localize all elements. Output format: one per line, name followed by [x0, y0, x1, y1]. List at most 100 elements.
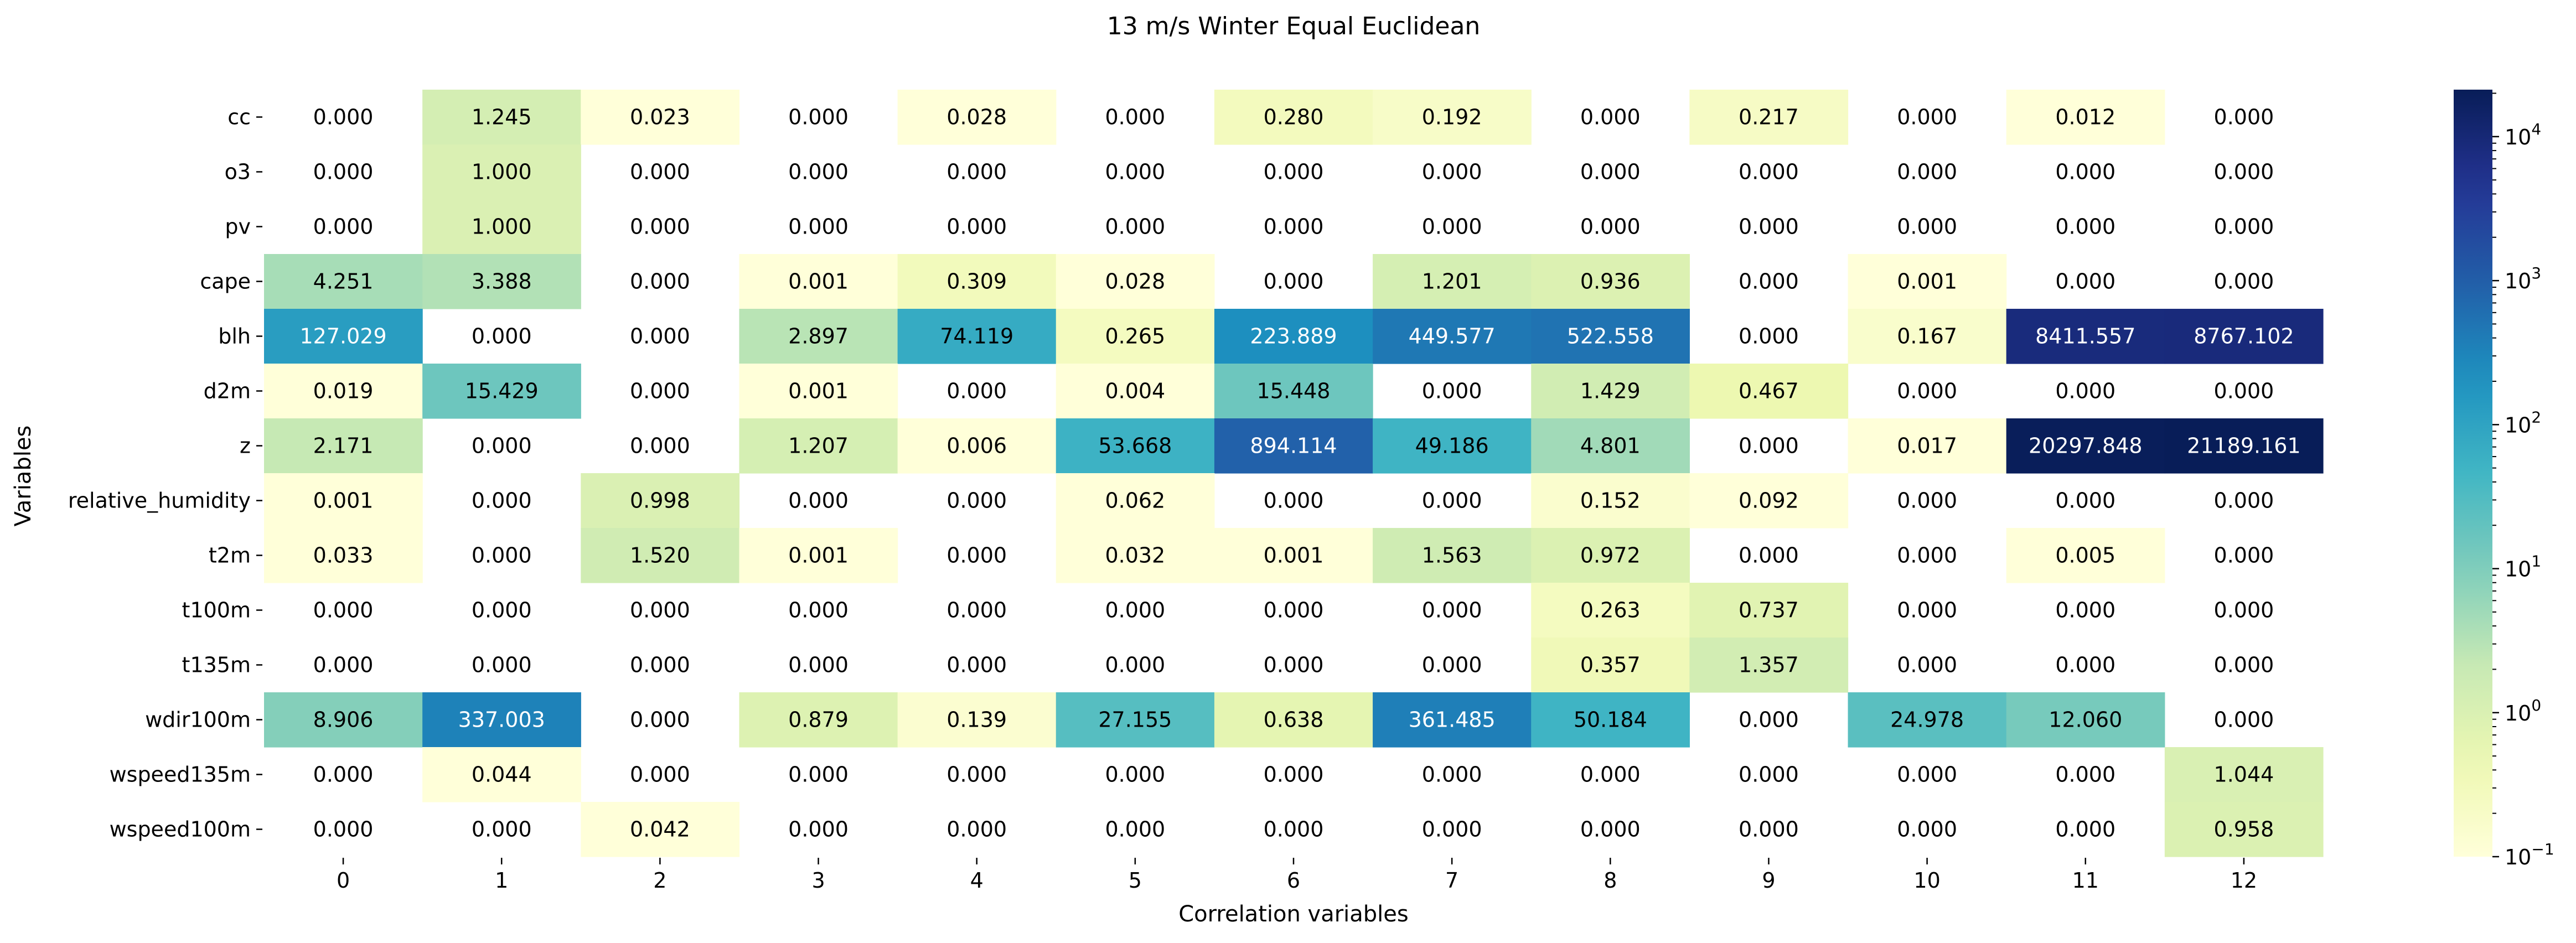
cell-value-label: 0.000 [946, 543, 1007, 568]
cell-value-label: 0.000 [313, 598, 374, 623]
heatmap-cell [422, 747, 581, 802]
heatmap-cell [1531, 309, 1690, 364]
cell-value-label: 0.000 [630, 434, 690, 458]
cell-value-label: 0.000 [313, 160, 374, 184]
cell-value-label: 0.000 [1264, 653, 1324, 677]
cell-value-label: 894.114 [1250, 434, 1337, 458]
cell-value-label: 4.251 [313, 270, 374, 294]
cell-value-label: 0.000 [1739, 160, 1799, 184]
cell-value-label: 0.000 [1897, 105, 1957, 129]
heatmap-cell [1373, 692, 1532, 748]
cell-value-label: 0.000 [1580, 160, 1641, 184]
cell-value-label: 0.000 [2214, 653, 2274, 677]
cell-value-label: 0.000 [1897, 489, 1957, 513]
heatmap-cell [1373, 418, 1532, 474]
colorbar-tick-label: 103 [2505, 264, 2541, 293]
x-axis-ticks: 0 1 2 3 4 5 6 7 8 9 10 11 12 [337, 858, 2257, 893]
heatmap-cell [422, 199, 581, 255]
cell-value-label: 361.485 [1409, 708, 1496, 732]
cell-value-label: 0.005 [2055, 543, 2115, 568]
heatmap-cell [264, 364, 423, 419]
cell-value-label: 0.000 [788, 598, 849, 623]
cell-value-label: 0.000 [2214, 543, 2274, 568]
cell-value-label: 0.737 [1739, 598, 1799, 623]
cell-value-label: 0.001 [788, 379, 849, 403]
cell-value-label: 0.000 [1739, 215, 1799, 239]
cell-value-label: 0.958 [2214, 817, 2274, 842]
cell-value-label: 0.000 [946, 489, 1007, 513]
cell-value-label: 0.000 [313, 763, 374, 787]
y-tick-label: blh [218, 324, 251, 349]
y-tick-label: z [240, 434, 251, 458]
cell-value-label: 0.000 [2055, 379, 2115, 403]
cell-value-label: 0.000 [1897, 763, 1957, 787]
cell-value-label: 0.000 [2214, 160, 2274, 184]
cell-value-label: 0.000 [2055, 215, 2115, 239]
heatmap-cell [1056, 309, 1215, 364]
heatmap-cell [739, 692, 898, 748]
cell-value-label: 1.207 [788, 434, 849, 458]
heatmap-cell [1689, 583, 1849, 638]
cell-value-label: 0.000 [1739, 708, 1799, 732]
heatmap-cell [897, 418, 1057, 474]
cell-value-label: 0.000 [313, 653, 374, 677]
cell-value-label: 0.000 [2055, 653, 2115, 677]
cell-value-label: 0.000 [2214, 489, 2274, 513]
cell-value-label: 0.000 [1739, 324, 1799, 349]
y-axis-label: Variables [11, 426, 36, 527]
cell-value-label: 0.000 [313, 105, 374, 129]
cell-value-label: 0.042 [630, 817, 690, 842]
cell-value-label: 0.000 [472, 434, 532, 458]
cell-value-label: 0.000 [1105, 215, 1165, 239]
cell-value-label: 0.263 [1580, 598, 1641, 623]
cell-value-label: 50.184 [1574, 708, 1647, 732]
colorbar: 10−1 100 101 102 103 104 [2454, 90, 2554, 869]
heatmap-cell [2006, 418, 2165, 474]
heatmap-cell [264, 418, 423, 474]
cell-value-label: 0.000 [1422, 598, 1482, 623]
heatmap-cell [1056, 418, 1215, 474]
heatmap-cell [1689, 90, 1849, 145]
heatmap-cell [264, 254, 423, 309]
cell-value-label: 0.000 [788, 489, 849, 513]
cell-value-label: 0.000 [313, 817, 374, 842]
cell-value-label: 0.000 [1264, 160, 1324, 184]
heatmap-cell [422, 90, 581, 145]
cell-value-label: 0.000 [1897, 215, 1957, 239]
cell-value-label: 8767.102 [2194, 324, 2294, 349]
heatmap-cell [1848, 309, 2007, 364]
cell-value-label: 1.000 [472, 215, 532, 239]
heatmap-cell [1056, 254, 1215, 309]
cell-value-label: 0.000 [946, 215, 1007, 239]
heatmap-cell [1531, 364, 1690, 419]
cell-value-label: 0.000 [1897, 543, 1957, 568]
heatmap-cell [422, 144, 581, 200]
cell-value-label: 0.000 [1264, 817, 1324, 842]
heatmap-cell [264, 473, 423, 529]
cell-value-label: 0.028 [1105, 270, 1165, 294]
cell-value-label: 0.167 [1897, 324, 1957, 349]
cell-value-label: 0.044 [472, 763, 532, 787]
cell-value-label: 1.429 [1580, 379, 1641, 403]
cell-value-label: 0.062 [1105, 489, 1165, 513]
x-tick-label: 11 [2072, 868, 2099, 893]
cell-value-label: 0.000 [2055, 270, 2115, 294]
cell-value-label: 0.139 [946, 708, 1007, 732]
heatmap-cell [1689, 473, 1849, 529]
y-tick-label: t135m [182, 653, 251, 677]
cell-value-label: 0.000 [472, 817, 532, 842]
cell-value-label: 0.000 [1264, 489, 1324, 513]
heatmap-cell [1689, 638, 1849, 693]
cell-value-label: 0.192 [1422, 105, 1482, 129]
colorbar-tick-label: 100 [2505, 696, 2541, 726]
y-tick-label: wspeed135m [110, 763, 251, 787]
x-tick-label: 8 [1603, 868, 1617, 893]
cell-value-label: 0.000 [472, 489, 532, 513]
heatmap-cell [422, 254, 581, 309]
cell-value-labels: 0.000 1.245 0.023 0.000 0.028 0.000 0.280 0.192… [300, 105, 2301, 842]
cell-value-label: 0.000 [946, 653, 1007, 677]
cell-value-label: 0.012 [2055, 105, 2115, 129]
heatmap-cell [1373, 309, 1532, 364]
cell-value-label: 0.000 [1422, 817, 1482, 842]
cell-value-label: 0.000 [1422, 160, 1482, 184]
